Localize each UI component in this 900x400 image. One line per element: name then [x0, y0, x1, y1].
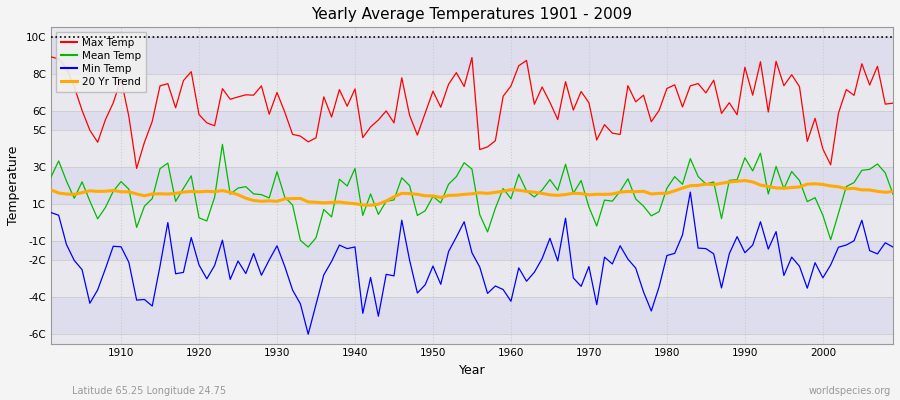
Text: Latitude 65.25 Longitude 24.75: Latitude 65.25 Longitude 24.75 [72, 386, 226, 396]
Bar [51, 36, 893, 74]
Bar [51, 167, 893, 204]
Bar [51, 111, 893, 130]
Text: worldspecies.org: worldspecies.org [809, 386, 891, 396]
Bar [51, 74, 893, 111]
Title: Yearly Average Temperatures 1901 - 2009: Yearly Average Temperatures 1901 - 2009 [311, 7, 633, 22]
Y-axis label: Temperature: Temperature [7, 146, 20, 225]
Bar [51, 297, 893, 334]
X-axis label: Year: Year [459, 364, 485, 377]
Bar [51, 204, 893, 241]
Bar [51, 241, 893, 260]
Bar [51, 130, 893, 167]
Bar [51, 260, 893, 297]
Legend: Max Temp, Mean Temp, Min Temp, 20 Yr Trend: Max Temp, Mean Temp, Min Temp, 20 Yr Tre… [56, 32, 147, 92]
